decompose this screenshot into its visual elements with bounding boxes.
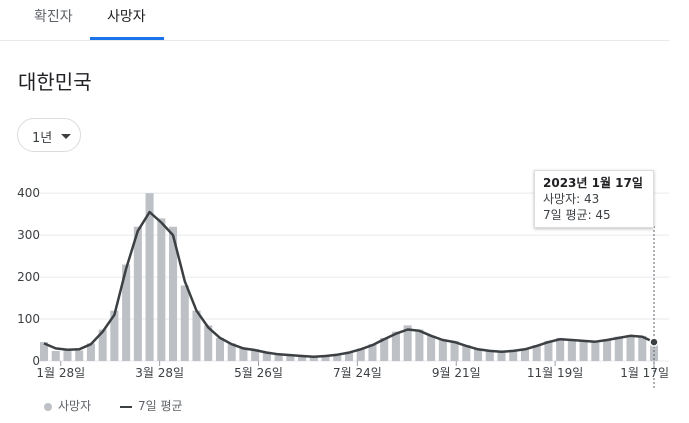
bar [227,343,236,361]
x-tick-label: 5월 26일 [234,366,283,380]
caret-down-icon [61,134,71,139]
bar [51,350,60,361]
x-tick-label: 1월 17일 [620,366,669,380]
tab-confirmed-cases[interactable]: 확진자 [34,9,73,25]
legend-line-icon [120,405,132,408]
hover-overlay [649,226,659,389]
bar [391,331,400,361]
bar [474,349,483,361]
bar [638,335,647,361]
legend-item-deaths: 사망자 [44,397,91,414]
bar [251,349,260,361]
bar [286,355,295,361]
bar [274,354,283,361]
bar [133,226,142,361]
bar [380,337,389,361]
bar [344,351,354,361]
bar [368,344,377,361]
bar [98,329,107,361]
hover-point [649,337,659,347]
bar [415,329,424,361]
bar [520,348,529,361]
y-tick-label: 100 [17,312,40,326]
tooltip-deaths: 사망자: 43 [543,192,600,206]
bar [591,340,600,361]
bar [603,339,612,361]
legend-label-deaths: 사망자 [58,399,92,413]
x-tick-label: 7월 24일 [333,366,382,380]
bar [450,340,459,361]
bar [145,193,154,361]
bar [509,350,518,361]
legend-label-average: 7일 평균 [138,399,183,413]
y-tick-label: 200 [17,270,40,284]
bar [169,226,178,361]
region-title: 대한민국 [18,70,92,94]
bar [532,345,541,361]
bar [204,325,213,361]
bar [579,340,588,361]
hover-tooltip: 2023년 1월 17일 사망자: 43 7일 평균: 45 [534,170,654,228]
bar [438,340,447,361]
active-tab-indicator [90,37,164,40]
bar [497,351,506,361]
legend-item-average: 7일 평균 [120,397,183,414]
legend-dot-icon [44,402,52,411]
bar [63,349,72,361]
bar [239,347,248,361]
period-dropdown-value: 1년 [32,131,53,146]
bar [321,355,330,361]
y-axis-ticks: 0 100 200 300 400 [17,186,40,368]
bars-deaths [39,193,659,361]
bar [192,310,201,361]
tooltip-date: 2023년 1월 17일 [543,176,643,190]
y-tick-label: 400 [17,186,40,200]
bar [614,336,623,361]
bar [309,356,318,361]
bar [567,339,576,361]
x-tick-label: 1월 28일 [36,366,85,380]
line-seven-day-avg [43,210,655,359]
tab-bar: 확진자 사망자 [0,0,669,41]
y-tick-label: 0 [32,354,40,368]
bar [462,345,471,361]
bar [157,218,166,361]
period-dropdown[interactable]: 1년 [17,118,81,152]
bar [86,343,95,361]
bar [556,337,565,361]
bar [75,350,84,361]
bar [110,310,119,361]
bar [262,351,271,361]
bar [215,337,224,361]
x-tick-label: 11월 19일 [527,366,583,380]
x-tick-label: 3월 28일 [135,366,184,380]
bar [356,348,365,361]
x-axis-ticks: 1월 28일 3월 28일 5월 26일 7월 24일 9월 21일 11월 19일 1월 … [36,361,669,380]
bar [39,342,49,361]
bar [298,355,307,361]
y-tick-label: 300 [17,228,40,242]
bar [544,340,553,361]
bar [180,285,189,361]
tooltip-average: 7일 평균: 45 [543,208,611,222]
bar [626,334,635,361]
tab-deaths[interactable]: 사망자 [107,9,146,25]
bar [403,325,412,361]
bar [333,354,342,361]
avg-line-path [43,210,655,359]
bar [427,335,436,361]
bar [122,264,131,361]
bar [485,350,494,361]
x-tick-label: 9월 21일 [432,366,481,380]
